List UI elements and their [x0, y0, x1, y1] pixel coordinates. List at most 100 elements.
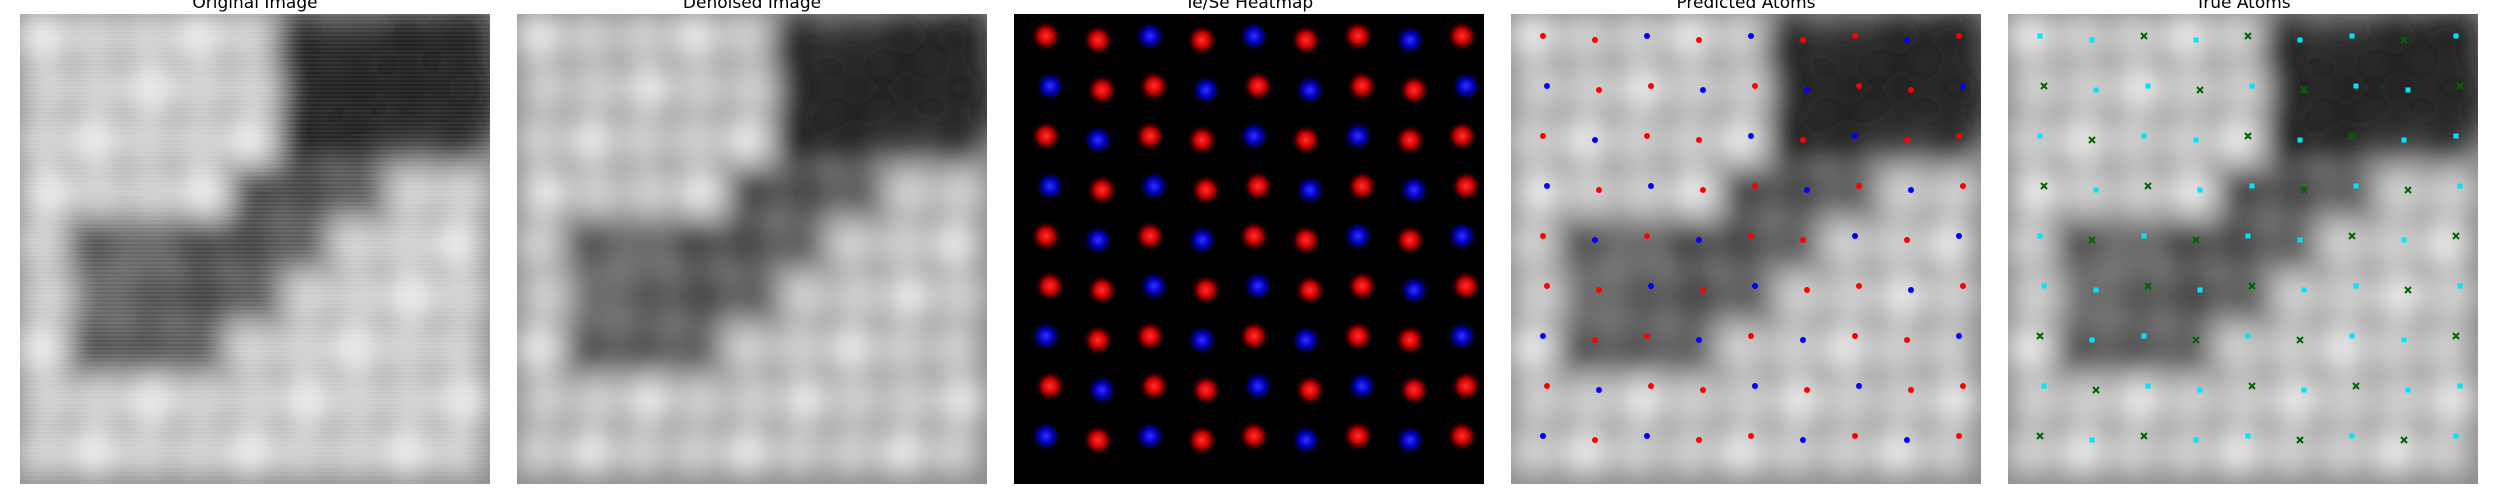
- te-spot: [1186, 124, 1218, 156]
- te-spot: [1446, 420, 1478, 452]
- denoised-image: [517, 14, 987, 484]
- predicted-te-atom: [1752, 183, 1758, 189]
- te-spot: [1138, 370, 1170, 402]
- se-spot: [1294, 174, 1326, 206]
- te-spot: [1242, 70, 1274, 102]
- true-atom-a: [2349, 33, 2355, 39]
- te-spot: [1082, 424, 1114, 456]
- predicted-te-atom: [1904, 337, 1910, 343]
- panel-title-denoised: Denoised Image: [682, 0, 822, 13]
- true-atom-a: [2353, 183, 2359, 189]
- true-atom-b: [2300, 186, 2308, 194]
- predicted-te-atom: [1592, 37, 1598, 43]
- true-atom-a: [2093, 187, 2099, 193]
- se-spot: [1082, 124, 1114, 156]
- true-atom-b: [2296, 436, 2304, 444]
- predicted-te-atom: [1752, 83, 1758, 89]
- predicted-se-atom: [1700, 87, 1706, 93]
- true-atom-a: [2405, 87, 2411, 93]
- predicted-te-atom: [1540, 233, 1546, 239]
- te-spot: [1134, 120, 1166, 152]
- true-atom-a: [2193, 437, 2199, 443]
- te-spot: [1290, 124, 1322, 156]
- true-atom-b: [2088, 236, 2096, 244]
- te-spot: [1238, 320, 1270, 352]
- predicted-te-atom: [1700, 387, 1706, 393]
- original-image-panel: [20, 14, 490, 484]
- te-spot: [1242, 170, 1274, 202]
- te-spot: [1398, 74, 1430, 106]
- true-atom-a: [2453, 433, 2459, 439]
- predicted-se-atom: [1592, 137, 1598, 143]
- se-spot: [1086, 374, 1118, 406]
- predicted-se-atom: [1956, 233, 1962, 239]
- predicted-te-atom: [1800, 237, 1806, 243]
- te-spot: [1034, 270, 1066, 302]
- predicted-te-atom: [1908, 87, 1914, 93]
- true-atom-b: [2352, 382, 2360, 390]
- predicted-te-atom: [1852, 433, 1858, 439]
- se-spot: [1082, 224, 1114, 256]
- predicted-se-atom: [1856, 383, 1862, 389]
- true-atoms-image: [2008, 14, 2478, 484]
- true-atom-a: [2301, 287, 2307, 293]
- te-spot: [1446, 120, 1478, 152]
- se-spot: [1342, 120, 1374, 152]
- predicted-se-atom: [1960, 83, 1966, 89]
- predicted-te-atom: [1544, 383, 1550, 389]
- te-spot: [1138, 70, 1170, 102]
- se-spot: [1034, 70, 1066, 102]
- true-atom-a: [2145, 383, 2151, 389]
- te-spot: [1394, 324, 1426, 356]
- predicted-te-atom: [1956, 433, 1962, 439]
- true-atom-b: [2036, 332, 2044, 340]
- true-atom-b: [2348, 132, 2356, 140]
- predicted-te-atom: [1644, 333, 1650, 339]
- predicted-te-atom: [1700, 287, 1706, 293]
- true-atom-b: [2144, 182, 2152, 190]
- predicted-te-atom: [1596, 287, 1602, 293]
- predicted-te-atom: [1904, 237, 1910, 243]
- true-atom-b: [2244, 132, 2252, 140]
- te-spot: [1394, 124, 1426, 156]
- predicted-te-atom: [1592, 337, 1598, 343]
- heatmap-image: [1014, 14, 1484, 484]
- se-spot: [1242, 270, 1274, 302]
- te-spot: [1134, 220, 1166, 252]
- se-spot: [1394, 424, 1426, 456]
- predicted-se-atom: [1696, 337, 1702, 343]
- se-spot: [1186, 324, 1218, 356]
- true-atom-a: [2453, 33, 2459, 39]
- predicted-te-atom: [1748, 433, 1754, 439]
- predicted-se-atom: [1540, 433, 1546, 439]
- predicted-se-atom: [1904, 37, 1910, 43]
- original-image: [20, 14, 490, 484]
- se-spot: [1034, 170, 1066, 202]
- predicted-atoms-panel: [1511, 14, 1981, 484]
- predicted-te-atom: [1596, 187, 1602, 193]
- true-atom-b: [2456, 82, 2464, 90]
- true-atom-b: [2196, 86, 2204, 94]
- true-atom-a: [2089, 337, 2095, 343]
- true-atom-a: [2093, 87, 2099, 93]
- se-spot: [1346, 370, 1378, 402]
- panel-title-heatmap: Te/Se Heatmap: [1184, 0, 1314, 13]
- panel-title-predicted: Predicted Atoms: [1676, 0, 1816, 13]
- true-atom-b: [2400, 36, 2408, 44]
- te-spot: [1186, 424, 1218, 456]
- predicted-te-atom: [1648, 83, 1654, 89]
- true-atom-a: [2141, 133, 2147, 139]
- te-spot: [1030, 220, 1062, 252]
- te-spot: [1190, 374, 1222, 406]
- se-spot: [1290, 324, 1322, 356]
- predicted-te-atom: [1856, 83, 1862, 89]
- true-atom-b: [2040, 82, 2048, 90]
- true-atom-a: [2197, 387, 2203, 393]
- predicted-se-atom: [1696, 237, 1702, 243]
- predicted-se-atom: [1544, 83, 1550, 89]
- true-atom-a: [2245, 333, 2251, 339]
- te-spot: [1134, 320, 1166, 352]
- predicted-te-atom: [1748, 333, 1754, 339]
- true-atom-a: [2245, 433, 2251, 439]
- se-spot: [1398, 174, 1430, 206]
